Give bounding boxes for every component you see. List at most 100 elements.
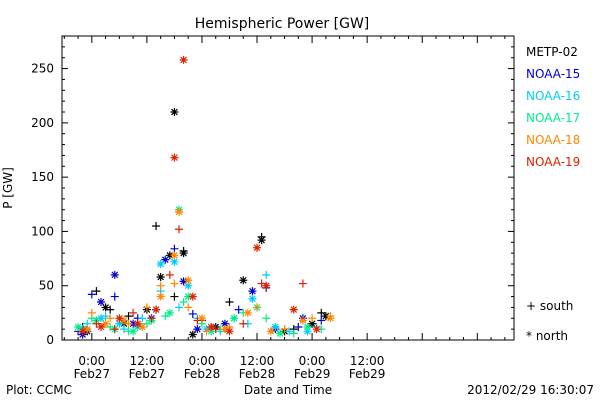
south-point xyxy=(152,222,161,230)
south-point xyxy=(161,312,170,321)
north-point xyxy=(156,273,165,282)
north-point xyxy=(262,281,271,290)
north-point xyxy=(83,325,92,334)
south-point xyxy=(225,298,234,306)
north-point xyxy=(175,207,184,216)
chart-title: Hemispheric Power [GW] xyxy=(195,16,370,32)
x-tick-date-label: Feb29 xyxy=(349,367,386,381)
north-point xyxy=(188,330,197,339)
north-point xyxy=(78,327,87,336)
legend: METP-02 NOAA-15 NOAA-16 NOAA-17 NOAA-18 NOAA-… xyxy=(526,45,580,169)
north-point xyxy=(266,327,275,336)
south-point xyxy=(170,292,179,301)
south-point xyxy=(92,319,101,328)
south-point xyxy=(193,316,202,325)
north-point xyxy=(271,322,280,331)
north-point xyxy=(303,327,312,336)
south-point xyxy=(239,319,248,328)
north-point xyxy=(129,319,138,328)
north-point xyxy=(179,55,188,64)
north-point xyxy=(298,316,307,325)
south-point xyxy=(119,325,128,334)
north-point xyxy=(207,327,216,336)
legend-entry: NOAA-16 xyxy=(526,89,580,103)
south-point xyxy=(110,325,119,334)
north-point xyxy=(161,255,170,264)
x-tick-time-label: 0:00 xyxy=(188,354,215,368)
south-point xyxy=(87,308,96,317)
north-point xyxy=(97,314,106,323)
south-point xyxy=(165,270,174,279)
south-point xyxy=(106,314,115,323)
north-point xyxy=(188,292,197,301)
north-point xyxy=(74,322,83,331)
north-point xyxy=(248,287,257,296)
marker-legend-entry: * north xyxy=(526,329,568,343)
south-point xyxy=(124,319,133,328)
south-point xyxy=(147,314,156,323)
south-point xyxy=(262,270,271,279)
south-point xyxy=(92,287,101,296)
north-point xyxy=(308,319,317,328)
south-point xyxy=(87,290,96,299)
y-tick-label: 150 xyxy=(31,170,54,184)
north-point xyxy=(97,298,106,306)
north-point xyxy=(156,292,165,301)
legend-entry: NOAA-18 xyxy=(526,133,580,147)
south-point xyxy=(184,303,193,312)
north-point xyxy=(184,276,193,285)
south-point xyxy=(175,225,184,234)
north-point xyxy=(138,322,147,331)
south-point xyxy=(317,316,326,325)
south-point xyxy=(280,325,289,334)
north-point xyxy=(253,243,262,252)
x-tick-date-label: Feb27 xyxy=(129,367,166,381)
north-point xyxy=(133,319,142,328)
x-tick-date-label: Feb29 xyxy=(294,367,331,381)
x-tick-time-label: 0:00 xyxy=(299,354,326,368)
south-point xyxy=(142,303,151,312)
south-point xyxy=(262,314,271,323)
north-point xyxy=(110,270,119,279)
north-point xyxy=(115,319,124,328)
south-point xyxy=(317,308,326,317)
north-point xyxy=(225,327,234,336)
north-point xyxy=(248,294,257,303)
y-axis: 0 50 100 150 200 250 xyxy=(31,35,514,347)
x-tick-time-label: 12:00 xyxy=(350,354,385,368)
north-point xyxy=(152,305,161,314)
north-point xyxy=(184,281,193,290)
x-tick-date-label: Feb27 xyxy=(74,367,111,381)
north-point xyxy=(321,312,330,321)
north-point xyxy=(220,325,229,334)
north-point xyxy=(230,314,239,323)
x-tick-date-label: Feb28 xyxy=(184,367,221,381)
x-axis: 0:00Feb2712:00Feb270:00Feb2812:00Feb280:… xyxy=(63,36,506,381)
y-tick-label: 250 xyxy=(31,62,54,76)
north-point xyxy=(184,292,193,301)
timestamp: 2012/02/29 16:30:07 xyxy=(467,383,594,397)
south-point xyxy=(285,327,294,336)
x-tick-time-label: 0:00 xyxy=(78,354,105,368)
north-point xyxy=(193,325,202,334)
north-point xyxy=(289,305,298,314)
north-point xyxy=(170,251,179,260)
north-point xyxy=(165,251,174,260)
x-tick-time-label: 12:00 xyxy=(240,354,275,368)
north-point xyxy=(220,319,229,328)
north-point xyxy=(239,276,248,285)
north-point xyxy=(101,319,110,328)
y-tick-label: 0 xyxy=(46,333,54,347)
north-point xyxy=(170,153,179,162)
y-axis-label: P [GW] xyxy=(1,167,15,209)
north-point xyxy=(165,308,174,317)
data-points xyxy=(74,55,335,339)
south-point xyxy=(188,309,197,318)
legend-entry: NOAA-19 xyxy=(526,155,580,169)
marker-legend: + south * north xyxy=(526,299,573,343)
legend-entry: NOAA-17 xyxy=(526,111,580,125)
north-point xyxy=(257,236,266,245)
north-point xyxy=(179,249,188,258)
y-tick-label: 200 xyxy=(31,116,54,130)
